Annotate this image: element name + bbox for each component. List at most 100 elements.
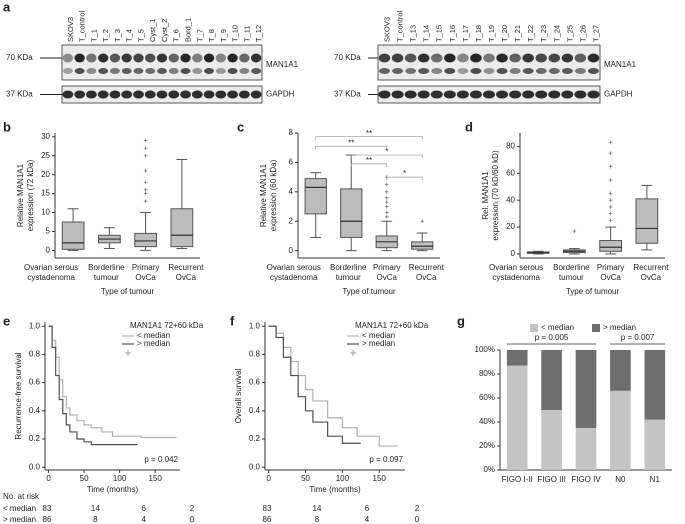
x-tick-label: Primary — [597, 263, 625, 272]
legend-label: > median — [137, 339, 170, 348]
x-tick-label: 0 — [266, 474, 271, 483]
x-tick-label: Ovarian serous — [24, 263, 78, 272]
lane-label: T_23 — [539, 25, 548, 42]
y-tick-label: 60% — [479, 393, 495, 402]
risk-row-label: < median — [3, 504, 36, 513]
box — [304, 178, 327, 215]
legend-label: > median — [362, 339, 395, 348]
y-tick-label: 6 — [289, 158, 294, 167]
band — [110, 68, 120, 74]
band — [121, 53, 132, 63]
outlier — [608, 191, 613, 196]
y-tick-label: 0.6 — [29, 378, 41, 387]
outlier — [608, 140, 613, 145]
band — [98, 53, 109, 63]
outlier — [384, 200, 389, 204]
panel-letter: b — [3, 119, 11, 134]
bar-segment — [541, 410, 562, 470]
survival-curve — [48, 325, 177, 439]
band — [392, 68, 404, 74]
bar-segment — [541, 350, 562, 410]
lane-label: T_control — [78, 10, 87, 42]
panel-letter: c — [237, 119, 244, 134]
x-tick-label: Ovarian serous — [489, 263, 543, 272]
significance-label: * — [385, 147, 388, 156]
y-tick-label: 0.6 — [249, 378, 261, 387]
band — [574, 68, 586, 74]
x-tick-label: tumour — [336, 273, 361, 282]
x-tick-label: Recurrent — [409, 263, 445, 272]
outlier — [384, 215, 389, 219]
legend-label: < median — [137, 331, 170, 340]
outlier — [143, 191, 148, 196]
band — [215, 53, 226, 63]
y-tick-label: 0 — [289, 246, 294, 255]
band — [215, 68, 226, 74]
band — [168, 68, 179, 74]
y-tick-label: 0 — [511, 249, 516, 258]
lane-label: T_5 — [136, 29, 145, 42]
band — [62, 68, 73, 74]
y-tick-label: 40 — [506, 195, 515, 204]
band — [574, 90, 587, 99]
band — [404, 53, 417, 63]
x-tick-label: cystadenoma — [492, 273, 540, 282]
significance-bracket — [350, 154, 423, 159]
band — [444, 68, 456, 74]
band — [469, 90, 482, 99]
y-axis-label: Overall survival — [234, 368, 243, 423]
band — [86, 53, 97, 63]
box — [61, 221, 85, 250]
x-tick-label: OvCa — [600, 273, 621, 282]
protein-label: GAPDH — [266, 90, 295, 99]
band — [86, 68, 97, 74]
lane-label: T_11 — [242, 25, 251, 42]
band — [470, 68, 482, 74]
x-axis-label: Time (months) — [87, 485, 139, 494]
band — [470, 53, 482, 63]
lane-label: T_14 — [422, 25, 431, 42]
y-tick-label: 15 — [41, 189, 50, 198]
legend-title: MAN1A1 72+60 kDa — [355, 321, 429, 330]
band — [180, 90, 191, 99]
band — [74, 68, 85, 74]
band — [418, 68, 430, 74]
risk-count: 83 — [263, 504, 272, 513]
band — [168, 90, 180, 99]
outlier — [384, 182, 389, 187]
band — [133, 90, 144, 99]
band — [522, 90, 535, 99]
x-tick-label: 150 — [373, 474, 387, 483]
x-tick-label: OvCa — [176, 273, 197, 282]
band — [522, 53, 534, 63]
risk-count: 4 — [365, 515, 370, 524]
band — [227, 68, 238, 74]
x-tick-label: Ovarian serous — [267, 263, 321, 272]
band — [239, 53, 250, 63]
band — [587, 90, 600, 99]
lane-label: T_6 — [172, 29, 181, 42]
x-tick-label: OvCa — [135, 273, 156, 282]
x-tick-label: FIGO I-II — [502, 475, 533, 484]
x-tick-label: OvCa — [377, 273, 398, 282]
lane-label: T_18 — [474, 25, 483, 42]
bar-segment — [644, 350, 666, 420]
band — [133, 53, 144, 63]
band — [203, 90, 215, 99]
x-tick-label: OvCa — [641, 273, 662, 282]
y-axis-label: Recurrence-free survival — [14, 352, 23, 439]
risk-count: 4 — [141, 515, 146, 524]
significance-bracket — [350, 163, 388, 167]
band — [62, 90, 74, 99]
significance-bracket — [315, 136, 423, 140]
y-tick-label: 4 — [289, 187, 294, 196]
band — [156, 53, 168, 63]
x-tick-label: Primary — [373, 263, 401, 272]
x-axis-label: Type of tumour — [566, 287, 620, 296]
survival-curve — [268, 325, 361, 444]
lane-label: T_3 — [113, 29, 122, 42]
y-axis-label: expression (60 kDa) — [269, 159, 278, 231]
risk-count: 8 — [93, 515, 98, 524]
band — [457, 53, 469, 63]
band — [251, 68, 262, 74]
